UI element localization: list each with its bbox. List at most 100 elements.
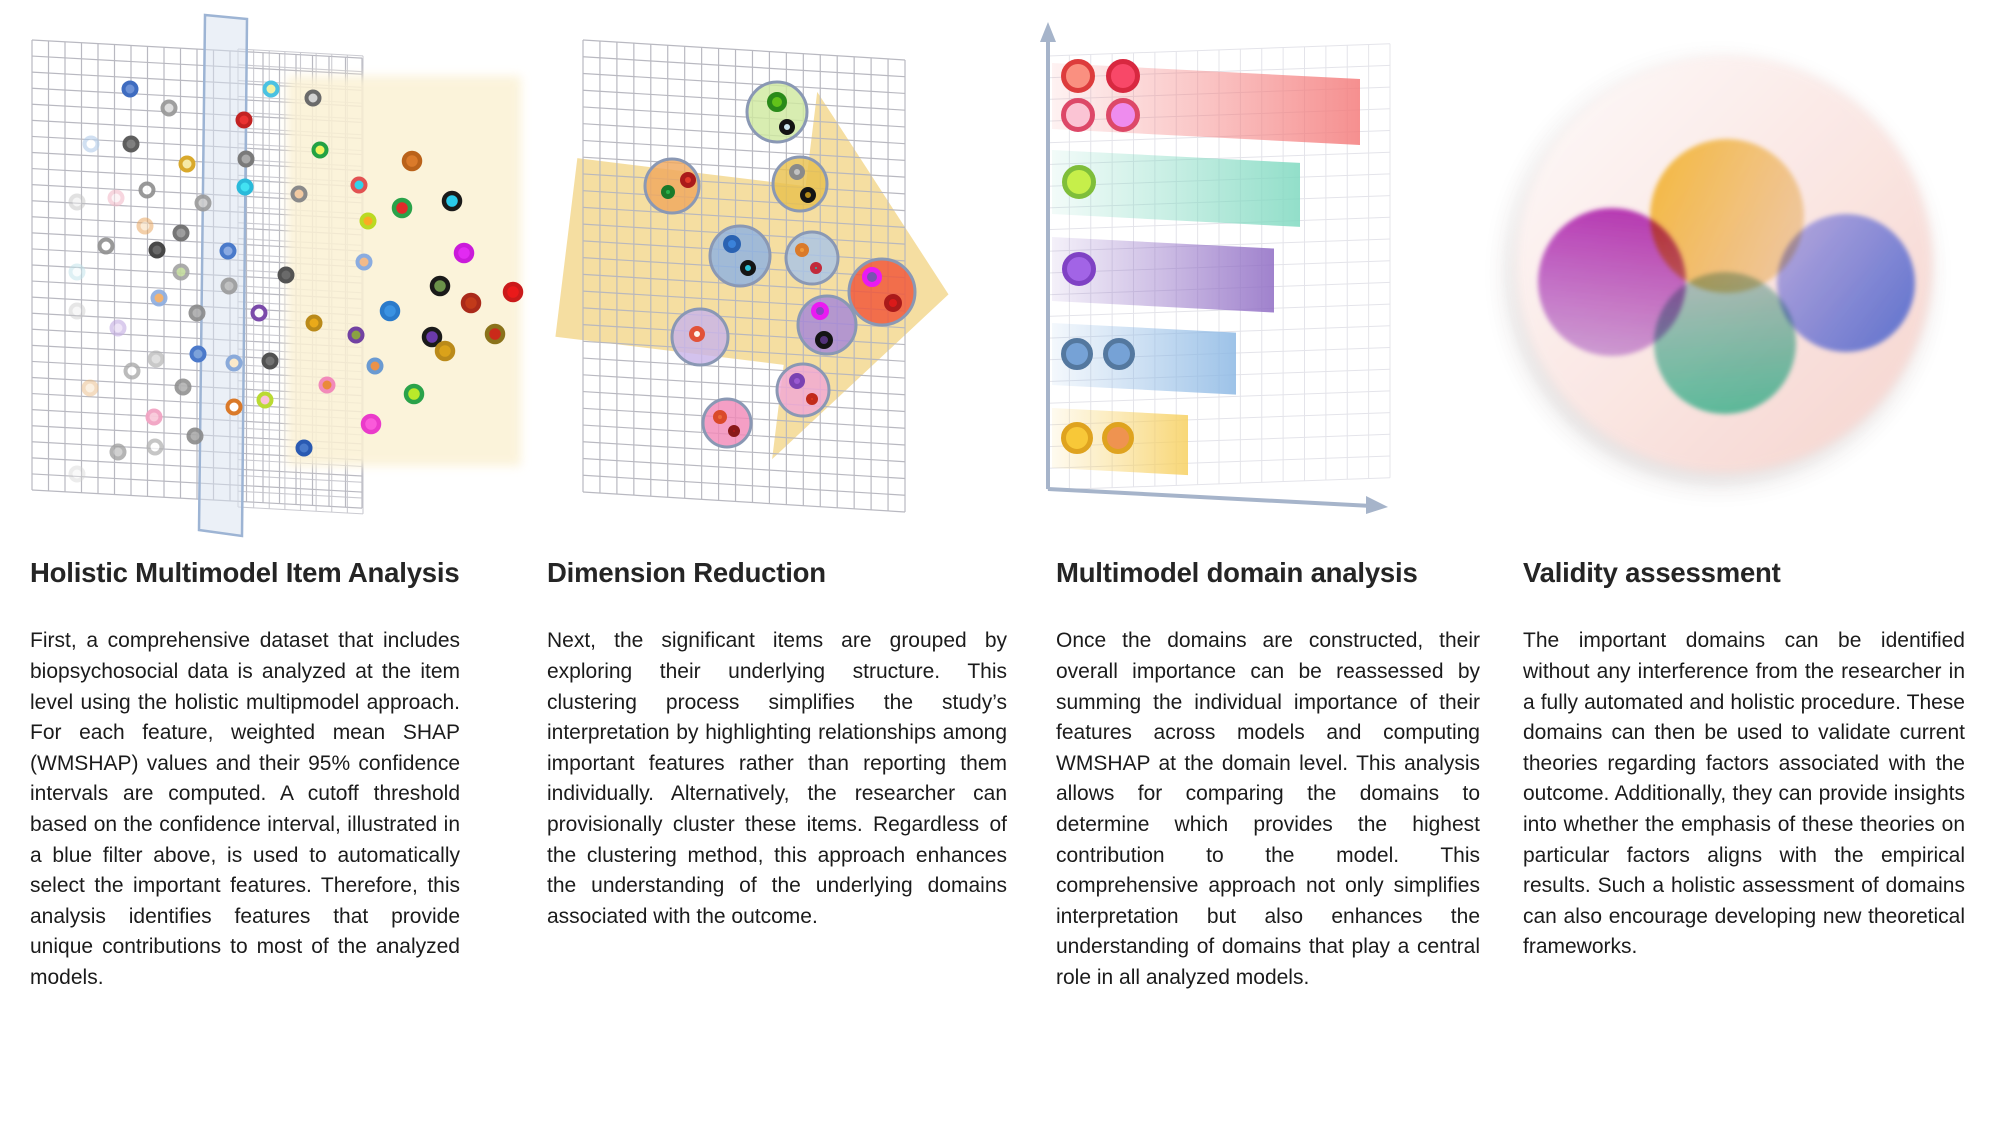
cluster-item-dot xyxy=(740,260,756,276)
item-dot xyxy=(68,465,86,483)
blue-domain-circle xyxy=(1777,214,1915,352)
selected-item-dot xyxy=(441,190,463,212)
selected-item-dot xyxy=(421,326,443,348)
feature-dot xyxy=(1106,59,1140,93)
domain-bar-domain-red xyxy=(1052,63,1360,146)
selected-item-dot xyxy=(434,340,456,362)
item-dot xyxy=(237,150,255,168)
selected-item-dot xyxy=(453,242,475,264)
purple-domain-circle xyxy=(1538,208,1686,356)
cluster-circle xyxy=(847,257,917,327)
item-dot xyxy=(236,178,254,196)
selected-items-band xyxy=(287,76,521,466)
feature-dot xyxy=(1062,165,1096,199)
item-dot xyxy=(172,224,190,242)
item-dot xyxy=(350,176,368,194)
cluster-item-dot xyxy=(713,410,727,424)
item-dot xyxy=(107,189,125,207)
panel-dimension-reduction: Dimension Reduction Next, the significan… xyxy=(547,556,1007,932)
item-dot xyxy=(122,135,140,153)
feature-dot xyxy=(1061,338,1093,370)
item-dot xyxy=(219,242,237,260)
item-dot xyxy=(109,443,127,461)
selected-item-dot xyxy=(429,275,451,297)
item-dot xyxy=(347,326,365,344)
domain-bar-domain-blue xyxy=(1052,323,1236,395)
item-dot xyxy=(123,362,141,380)
cluster-circle xyxy=(775,362,831,418)
item-dot xyxy=(68,302,86,320)
item-dot xyxy=(277,266,295,284)
item-dot xyxy=(235,111,253,129)
item-dot xyxy=(295,439,313,457)
feature-dot xyxy=(1061,422,1093,454)
cluster-item-dot xyxy=(884,294,902,312)
x-axis xyxy=(1047,487,1373,508)
item-dot xyxy=(150,289,168,307)
cluster-item-dot xyxy=(767,92,787,112)
item-dot xyxy=(145,408,163,426)
feature-dot xyxy=(1102,422,1134,454)
cluster-circle xyxy=(708,224,772,288)
cluster-item-dot xyxy=(680,172,696,188)
panel-title: Validity assessment xyxy=(1523,557,1781,588)
item-dot xyxy=(121,80,139,98)
item-dot xyxy=(318,376,336,394)
item-dot xyxy=(225,398,243,416)
cluster-circle xyxy=(701,397,753,449)
item-dot xyxy=(250,304,268,322)
grid-plane xyxy=(582,39,906,513)
teal-domain-circle xyxy=(1654,272,1796,414)
feature-dot xyxy=(1103,338,1135,370)
item-dot xyxy=(81,379,99,397)
item-dot xyxy=(225,354,243,372)
item-dot xyxy=(188,304,206,322)
y-axis-arrow-icon xyxy=(1040,22,1056,42)
item-dot xyxy=(262,80,280,98)
item-dot xyxy=(68,193,86,211)
item-analysis-graphic xyxy=(31,13,524,538)
panel-body: Once the domains are constructed, their … xyxy=(1056,629,1480,989)
selected-item-dot xyxy=(484,323,506,345)
cluster-item-dot xyxy=(806,393,818,405)
item-dot xyxy=(109,319,127,337)
cluster-item-dot xyxy=(789,164,805,180)
item-dot xyxy=(305,314,323,332)
figure-graphics xyxy=(31,13,1932,538)
domain-analysis-chart xyxy=(1040,22,1391,514)
item-dot xyxy=(355,253,373,271)
feature-dot xyxy=(1061,59,1095,93)
panel-title: Dimension Reduction xyxy=(547,557,826,588)
cluster-item-dot xyxy=(811,302,829,320)
selected-item-dot xyxy=(403,383,425,405)
item-dot xyxy=(186,427,204,445)
item-dot xyxy=(136,217,154,235)
cluster-circle xyxy=(784,230,840,286)
item-dot xyxy=(311,141,329,159)
cluster-item-dot xyxy=(789,373,805,389)
domain-bar-domain-purple xyxy=(1052,237,1274,313)
cluster-item-dot xyxy=(661,185,675,199)
cluster-item-dot xyxy=(862,267,882,287)
dimension-reduction-graphic xyxy=(555,39,949,513)
cluster-item-dot xyxy=(795,243,809,257)
item-dot xyxy=(160,99,178,117)
item-dot xyxy=(256,391,274,409)
panel-body: Next, the significant items are grouped … xyxy=(547,629,1007,928)
item-dot xyxy=(194,194,212,212)
orange-domain-circle xyxy=(1650,139,1804,293)
item-dot xyxy=(172,263,190,281)
item-dot xyxy=(68,263,86,281)
selected-item-dot xyxy=(460,292,482,314)
validity-venn-diagram xyxy=(1516,56,1932,472)
selected-item-dot xyxy=(401,150,423,172)
item-dot xyxy=(82,135,100,153)
confidence-filter-plane xyxy=(197,13,249,538)
item-dot xyxy=(148,241,166,259)
selected-item-dot xyxy=(360,413,382,435)
cluster-item-dot xyxy=(728,425,740,437)
selected-item-dot xyxy=(502,281,524,303)
cluster-item-dot xyxy=(723,235,741,253)
selected-item-dot xyxy=(391,197,413,219)
